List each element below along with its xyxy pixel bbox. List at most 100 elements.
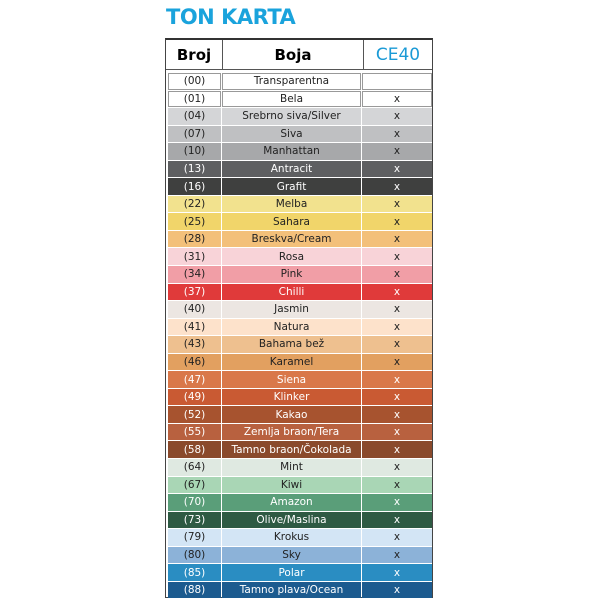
table-row: (16) Grafit x (168, 178, 432, 195)
table-row: (70) Amazon x (168, 494, 432, 511)
table-row: (47) Siena x (168, 371, 432, 388)
color-chart-table: Broj Boja CE40 (00) Transparentna (01) Bela… (165, 38, 433, 599)
color-name: Rosa (222, 248, 361, 265)
table-row: (22) Melba x (168, 195, 432, 213)
color-name: Klinker (222, 388, 361, 406)
availability-mark: x (362, 371, 432, 388)
table-row: (49) Klinker x (168, 388, 432, 406)
availability-mark: x (362, 90, 432, 108)
color-code: (55) (168, 423, 221, 441)
availability-mark: x (362, 581, 432, 599)
color-name: Siena (222, 371, 361, 388)
availability-mark: x (362, 406, 432, 423)
table-row: (04) Srebrno siva/Silver x (168, 108, 432, 125)
color-name: Zemlja braon/Tera (222, 423, 361, 441)
table-row: (88) Tamno plava/Ocean x (168, 581, 432, 599)
availability-mark: x (362, 125, 432, 143)
color-code: (10) (168, 143, 221, 160)
table-row: (85) Polar x (168, 564, 432, 581)
availability-mark: x (362, 108, 432, 125)
color-name: Bahama bež (222, 336, 361, 353)
color-name: Siva (222, 125, 361, 143)
availability-mark: x (362, 476, 432, 494)
table-row: (55) Zemlja braon/Tera x (168, 423, 432, 441)
table-row: (00) Transparentna (168, 73, 432, 90)
color-name: Tamno plava/Ocean (222, 581, 361, 599)
availability-mark: x (362, 178, 432, 195)
color-name: Amazon (222, 494, 361, 511)
color-code: (31) (168, 248, 221, 265)
color-name: Breskva/Cream (222, 230, 361, 248)
availability-mark: x (362, 564, 432, 581)
table-row: (43) Bahama bež x (168, 336, 432, 353)
color-code: (52) (168, 406, 221, 423)
color-code: (37) (168, 283, 221, 301)
color-code: (64) (168, 459, 221, 476)
table-row: (25) Sahara x (168, 213, 432, 230)
color-code: (80) (168, 546, 221, 564)
availability-mark: x (362, 546, 432, 564)
color-code: (49) (168, 388, 221, 406)
color-code: (58) (168, 441, 221, 458)
color-name: Kakao (222, 406, 361, 423)
color-code: (01) (168, 90, 221, 108)
table-row: (31) Rosa x (168, 248, 432, 265)
color-code: (16) (168, 178, 221, 195)
color-name: Pink (222, 266, 361, 283)
availability-mark: x (362, 353, 432, 371)
color-code: (79) (168, 529, 221, 546)
color-code: (41) (168, 318, 221, 336)
color-code: (46) (168, 353, 221, 371)
table-row: (10) Manhattan x (168, 143, 432, 160)
table-row: (64) Mint x (168, 459, 432, 476)
availability-mark: x (362, 441, 432, 458)
color-name: Natura (222, 318, 361, 336)
table-row: (52) Kakao x (168, 406, 432, 423)
availability-mark: x (362, 318, 432, 336)
color-name: Sky (222, 546, 361, 564)
color-name: Krokus (222, 529, 361, 546)
color-name: Srebrno siva/Silver (222, 108, 361, 125)
color-code: (00) (168, 73, 221, 90)
table-row: (80) Sky x (168, 546, 432, 564)
table-row: (79) Krokus x (168, 529, 432, 546)
color-code: (22) (168, 195, 221, 213)
availability-mark: x (362, 336, 432, 353)
availability-mark: x (362, 301, 432, 318)
availability-mark: x (362, 388, 432, 406)
table-row: (07) Siva x (168, 125, 432, 143)
availability-mark: x (362, 160, 432, 178)
availability-mark (362, 73, 432, 90)
table-row: (73) Olive/Maslina x (168, 511, 432, 529)
table-row: (67) Kiwi x (168, 476, 432, 494)
color-code: (40) (168, 301, 221, 318)
table-body: (00) Transparentna (01) Bela x (04) Srebrno si… (168, 73, 432, 599)
color-name: Antracit (222, 160, 361, 178)
availability-mark: x (362, 423, 432, 441)
color-name: Tamno braon/Čokolada (222, 441, 361, 458)
page-title: TON KARTA (166, 5, 296, 29)
table-row: (40) Jasmin x (168, 301, 432, 318)
table-row: (46) Karamel x (168, 353, 432, 371)
table-row: (34) Pink x (168, 266, 432, 283)
color-code: (67) (168, 476, 221, 494)
availability-mark: x (362, 143, 432, 160)
color-name: Grafit (222, 178, 361, 195)
color-code: (13) (168, 160, 221, 178)
table-row: (13) Antracit x (168, 160, 432, 178)
table-header: Broj Boja CE40 (166, 40, 432, 70)
availability-mark: x (362, 213, 432, 230)
color-code: (73) (168, 511, 221, 529)
table-row: (41) Natura x (168, 318, 432, 336)
color-code: (85) (168, 564, 221, 581)
header-product: CE40 (375, 44, 421, 65)
color-name: Kiwi (222, 476, 361, 494)
color-code: (47) (168, 371, 221, 388)
header-broj: Broj (166, 40, 223, 69)
header-boja: Boja (223, 40, 364, 69)
availability-mark: x (362, 459, 432, 476)
color-code: (34) (168, 266, 221, 283)
color-name: Karamel (222, 353, 361, 371)
color-name: Manhattan (222, 143, 361, 160)
availability-mark: x (362, 494, 432, 511)
